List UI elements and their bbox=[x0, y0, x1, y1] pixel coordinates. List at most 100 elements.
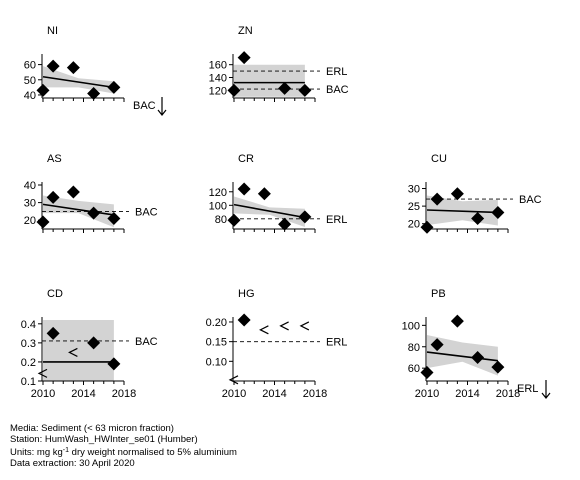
data-point bbox=[237, 182, 251, 196]
x-tick-label: 2010 bbox=[222, 388, 246, 400]
panel-title: AS bbox=[47, 153, 62, 165]
less-than-marker bbox=[228, 375, 239, 385]
ref-label-erl: ERL bbox=[326, 66, 347, 78]
ref-label-bac: BAC bbox=[519, 194, 542, 206]
y-tick-label: 0.20 bbox=[206, 317, 227, 329]
footer-media: Media: Sediment (< 63 micron fraction) bbox=[10, 423, 174, 434]
y-tick-label: 80 bbox=[408, 342, 420, 354]
confidence-band bbox=[43, 66, 114, 94]
y-tick-label: 0.10 bbox=[206, 356, 227, 368]
panel-title: NI bbox=[47, 25, 58, 37]
data-point bbox=[491, 205, 505, 219]
data-point bbox=[36, 215, 50, 229]
data-point bbox=[87, 206, 101, 220]
footer-station: Station: HumWash_HWInter_se01 (Humber) bbox=[10, 434, 198, 445]
data-point bbox=[107, 211, 121, 225]
data-point bbox=[450, 187, 464, 201]
x-tick-label: 2010 bbox=[415, 388, 439, 400]
panel-cu: CU BAC 20 25 30 bbox=[408, 153, 542, 234]
y-tick-label: 100 bbox=[209, 200, 227, 212]
y-tick-label: 0.15 bbox=[206, 337, 227, 349]
data-point bbox=[420, 220, 434, 234]
data-point bbox=[278, 217, 292, 231]
data-point bbox=[107, 80, 121, 94]
y-tick-label: 120 bbox=[209, 187, 227, 199]
panel-pb: PB ERL 60 80 100 2010 2014 2018 bbox=[402, 288, 551, 400]
data-point bbox=[46, 190, 60, 204]
footer-extraction: Data extraction: 30 April 2020 bbox=[10, 458, 135, 469]
y-tick-label: 25 bbox=[408, 201, 420, 213]
data-point bbox=[107, 357, 121, 371]
arrow-down-icon bbox=[541, 380, 551, 399]
data-point bbox=[46, 59, 60, 73]
x-tick-label: 2014 bbox=[262, 388, 286, 400]
y-tick-label: 80 bbox=[215, 214, 227, 226]
x-tick-label: 2018 bbox=[496, 388, 520, 400]
data-point bbox=[450, 314, 464, 328]
y-tick-label: 0.2 bbox=[21, 357, 36, 369]
x-tick-label: 2018 bbox=[112, 388, 136, 400]
arrow-down-icon bbox=[157, 97, 167, 116]
panel-cd: CD BAC 0.1 0.2 0.3 0.4 2010 2014 2018 bbox=[21, 288, 158, 400]
ref-label-erl: ERL bbox=[326, 214, 347, 226]
data-point bbox=[471, 350, 485, 364]
panel-title: PB bbox=[431, 288, 446, 300]
y-tick-label: 0.4 bbox=[21, 319, 36, 331]
data-point bbox=[298, 210, 312, 224]
data-point bbox=[87, 86, 101, 100]
data-point bbox=[237, 313, 251, 327]
data-point bbox=[257, 187, 271, 201]
less-than-marker bbox=[37, 368, 48, 378]
panel-ni: NI BAC 40 50 60 bbox=[24, 25, 167, 116]
trend-line bbox=[426, 209, 498, 214]
data-point bbox=[227, 83, 241, 97]
data-point bbox=[420, 365, 434, 379]
y-tick-label: 60 bbox=[408, 363, 420, 375]
ref-label-bac: BAC bbox=[135, 336, 158, 348]
y-tick-label: 0.3 bbox=[21, 338, 36, 350]
x-tick-label: 2014 bbox=[71, 388, 95, 400]
x-tick-label: 2018 bbox=[303, 388, 327, 400]
y-tick-label: 30 bbox=[24, 198, 36, 210]
trend-line bbox=[42, 75, 114, 89]
trend-line bbox=[233, 203, 306, 219]
panel-title: CU bbox=[431, 153, 447, 165]
y-tick-label: 30 bbox=[408, 184, 420, 196]
data-point bbox=[87, 336, 101, 350]
panel-title: ZN bbox=[238, 25, 253, 37]
less-than-marker bbox=[299, 321, 310, 331]
y-tick-label: 20 bbox=[24, 215, 36, 227]
ref-label-erl: ERL bbox=[517, 383, 538, 395]
data-point bbox=[46, 326, 60, 340]
y-tick-label: 0.1 bbox=[21, 376, 36, 388]
y-tick-label: 100 bbox=[402, 320, 420, 332]
figure-footer: Media: Sediment (< 63 micron fraction) S… bbox=[10, 423, 237, 469]
x-tick-label: 2014 bbox=[455, 388, 479, 400]
trend-line bbox=[42, 203, 114, 216]
confidence-band bbox=[234, 64, 305, 97]
data-point bbox=[278, 81, 292, 95]
y-tick-label: 140 bbox=[209, 73, 227, 85]
y-tick-label: 50 bbox=[24, 75, 36, 87]
footer-units: Units: mg kg-1 dry weight normalised to … bbox=[10, 447, 237, 458]
ref-label-bac: BAC bbox=[326, 84, 349, 96]
data-point bbox=[491, 360, 505, 374]
y-tick-label: 120 bbox=[209, 85, 227, 97]
less-than-marker bbox=[68, 347, 78, 357]
data-point bbox=[430, 338, 444, 352]
panel-title: CD bbox=[47, 288, 63, 300]
panel-title: CR bbox=[238, 153, 254, 165]
data-point bbox=[237, 51, 251, 65]
ref-label-bac: BAC bbox=[133, 100, 156, 112]
y-tick-label: 20 bbox=[408, 219, 420, 231]
data-point bbox=[298, 83, 312, 97]
data-point bbox=[66, 61, 80, 75]
data-point bbox=[66, 185, 80, 199]
trend-panels-figure: NIBAC405060ZNERLBAC120140160ASBAC203040C… bbox=[21, 25, 551, 400]
panel-hg: HG ERL 0.10 0.15 0.20 2010 2014 2018 bbox=[206, 288, 348, 400]
trend-line bbox=[426, 351, 498, 362]
ref-label-erl: ERL bbox=[326, 337, 347, 349]
y-tick-label: 40 bbox=[24, 180, 36, 192]
